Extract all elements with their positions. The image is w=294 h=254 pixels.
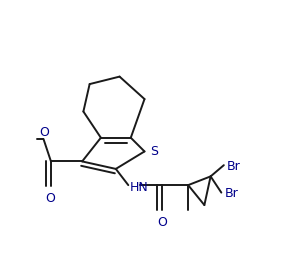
Text: O: O	[157, 215, 167, 228]
Text: Br: Br	[224, 186, 238, 199]
Text: Br: Br	[227, 159, 240, 172]
Text: O: O	[46, 191, 55, 204]
Text: O: O	[39, 125, 49, 138]
Text: S: S	[150, 144, 158, 157]
Text: HN: HN	[130, 180, 149, 193]
